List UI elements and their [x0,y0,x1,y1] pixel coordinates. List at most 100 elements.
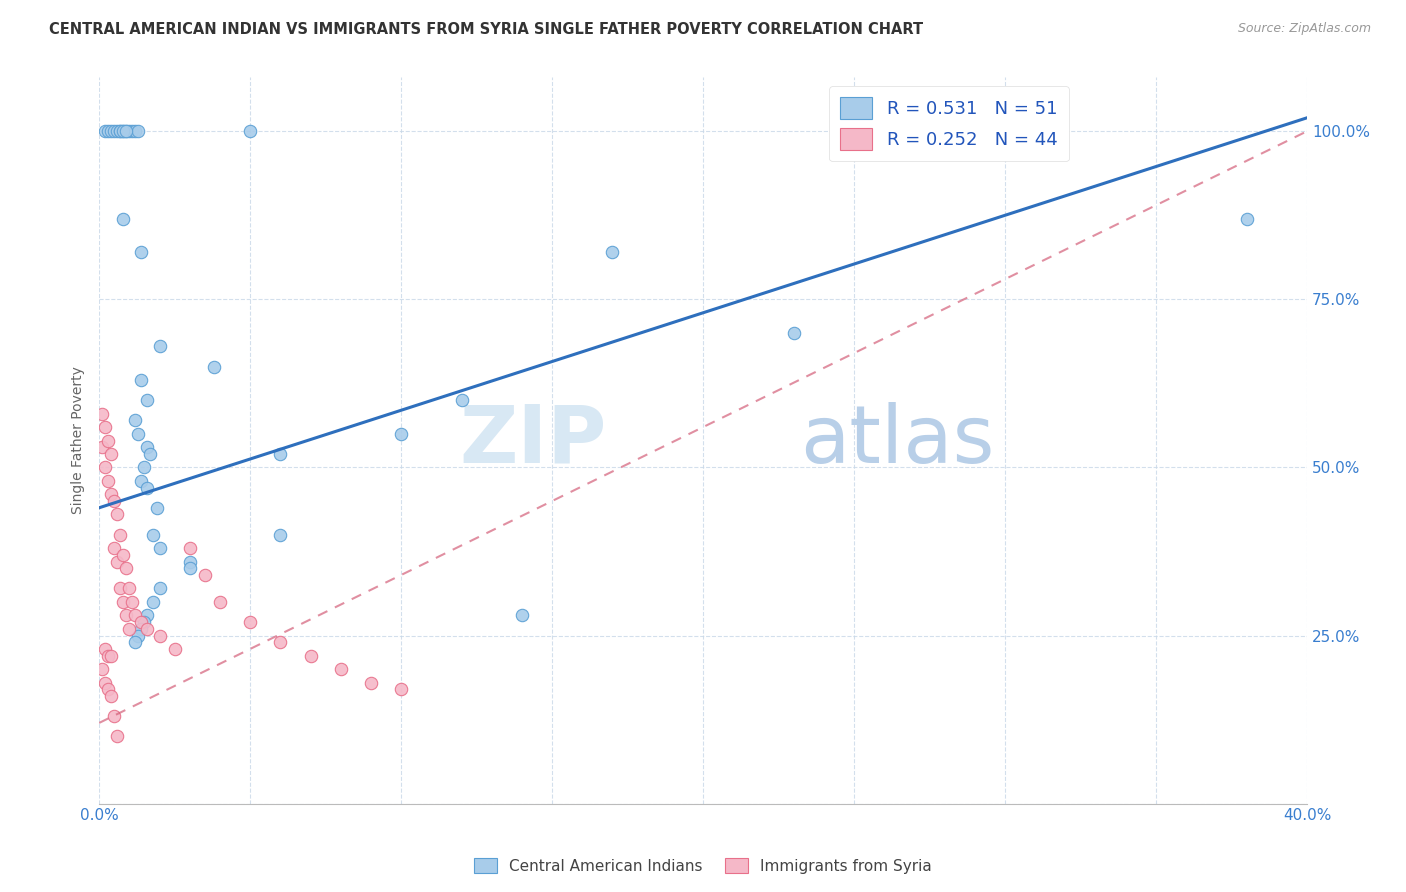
Point [124,124,146,138]
Point [94,460,117,475]
Point [100,124,122,138]
Point [145,500,167,515]
Point [131,373,153,387]
Point [148,628,170,642]
Legend: R = 0.531   N = 51, R = 0.252   N = 44: R = 0.531 N = 51, R = 0.252 N = 44 [830,87,1069,161]
Point [208,595,231,609]
Point [94,642,117,657]
Point [136,622,159,636]
Point [121,124,143,138]
Point [124,413,146,427]
Point [131,615,153,629]
Point [148,541,170,555]
Point [127,124,149,138]
Point [602,245,624,260]
Point [124,608,146,623]
Point [94,124,117,138]
Point [91,407,114,421]
Point [136,440,159,454]
Legend: Central American Indians, Immigrants from Syria: Central American Indians, Immigrants fro… [468,852,938,880]
Point [100,447,122,461]
Point [136,481,159,495]
Point [115,608,138,623]
Text: CENTRAL AMERICAN INDIAN VS IMMIGRANTS FROM SYRIA SINGLE FATHER POVERTY CORRELATI: CENTRAL AMERICAN INDIAN VS IMMIGRANTS FR… [49,22,924,37]
Point [94,675,117,690]
Y-axis label: Single Father Poverty: Single Father Poverty [72,367,86,515]
Point [103,709,125,723]
Point [389,426,412,441]
Point [97,682,120,697]
Point [103,494,125,508]
Point [239,615,262,629]
Point [112,124,135,138]
Point [142,595,165,609]
Point [110,527,132,541]
Point [115,124,138,138]
Point [136,608,159,623]
Point [1236,211,1258,226]
Text: atlas: atlas [800,401,994,480]
Point [91,440,114,454]
Text: Source: ZipAtlas.com: Source: ZipAtlas.com [1237,22,1371,36]
Point [112,211,135,226]
Point [299,648,322,663]
Point [148,582,170,596]
Point [329,662,352,676]
Point [112,595,135,609]
Point [115,561,138,575]
Point [239,124,262,138]
Point [269,447,291,461]
Point [110,124,132,138]
Point [103,541,125,555]
Point [360,675,382,690]
Point [97,124,120,138]
Point [97,434,120,448]
Point [136,393,159,408]
Point [450,393,472,408]
Point [100,648,122,663]
Point [124,635,146,649]
Text: ZIP: ZIP [460,401,606,480]
Point [389,682,412,697]
Point [142,527,165,541]
Point [269,527,291,541]
Point [115,124,138,138]
Point [179,555,201,569]
Point [131,622,153,636]
Point [179,561,201,575]
Point [163,642,186,657]
Point [127,628,149,642]
Point [118,622,141,636]
Point [121,595,143,609]
Point [873,124,896,138]
Point [134,615,156,629]
Point [131,474,153,488]
Point [510,608,533,623]
Point [97,648,120,663]
Point [100,689,122,703]
Point [94,420,117,434]
Point [100,487,122,501]
Point [103,124,125,138]
Point [105,555,128,569]
Point [1024,124,1046,138]
Point [139,447,162,461]
Point [782,326,804,340]
Point [97,474,120,488]
Point [194,568,217,582]
Point [112,548,135,562]
Point [110,124,132,138]
Point [127,426,149,441]
Point [91,662,114,676]
Point [112,124,135,138]
Point [134,460,156,475]
Point [105,730,128,744]
Point [118,582,141,596]
Point [105,508,128,522]
Point [131,245,153,260]
Point [118,124,141,138]
Point [105,124,128,138]
Point [179,541,201,555]
Point [148,339,170,353]
Point [269,635,291,649]
